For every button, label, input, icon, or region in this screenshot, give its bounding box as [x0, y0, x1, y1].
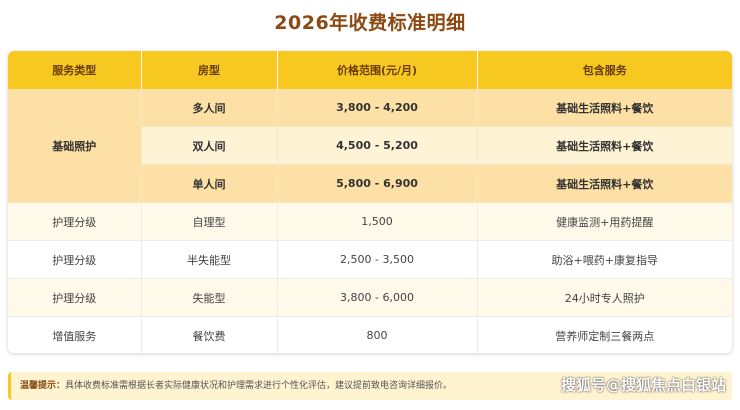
service-cell: 健康监测+用药提醒	[477, 202, 732, 241]
watermark: 搜狐号@搜狐焦点白银站	[560, 376, 726, 394]
type-cell: 增值服务	[8, 316, 142, 353]
service-cell: 基础生活照料+餐饮	[477, 126, 732, 165]
header-service-type: 服务类型	[8, 51, 142, 89]
type-cell: 护理分级	[8, 240, 142, 279]
table-row: 双人间 4,500 - 5,200 基础生活照料+餐饮	[8, 126, 732, 165]
header-price-range: 价格范围(元/月)	[277, 51, 478, 89]
service-cell: 24小时专人照护	[477, 278, 732, 317]
type-cell: 护理分级	[8, 202, 142, 241]
service-cell: 营养师定制三餐两点	[477, 316, 732, 353]
table-row: 护理分级 自理型 1,500 健康监测+用药提醒	[8, 202, 732, 241]
price-cell: 4,500 - 5,200	[277, 126, 478, 165]
tip-label: 温馨提示：	[20, 381, 66, 391]
table-row: 增值服务 餐饮费 800 营养师定制三餐两点	[8, 316, 732, 353]
table-header-row: 服务类型 房型 价格范围(元/月) 包含服务	[8, 51, 732, 89]
price-cell: 3,800 - 4,200	[277, 89, 478, 127]
tip-note: 温馨提示：具体收费标准需根据长者实际健康状况和护理需求进行个性化评估，建议提前致…	[8, 372, 732, 400]
price-cell: 2,500 - 3,500	[277, 240, 478, 279]
header-included-services: 包含服务	[477, 51, 732, 89]
price-cell: 3,800 - 6,000	[277, 278, 478, 317]
table-row: 护理分级 失能型 3,800 - 6,000 24小时专人照护	[8, 278, 732, 317]
tip-text: 具体收费标准需根据长者实际健康状况和护理需求进行个性化评估，建议提前致电咨询详细…	[65, 381, 453, 391]
page-title: 2026年收费标准明细	[274, 12, 466, 34]
price-cell: 1,500	[277, 202, 478, 241]
room-cell: 失能型	[141, 278, 278, 317]
table-row: 单人间 5,800 - 6,900 基础生活照料+餐饮	[8, 164, 732, 203]
room-cell: 半失能型	[141, 240, 278, 279]
group-label-basic-care: 基础照护	[8, 89, 142, 203]
room-cell: 双人间	[141, 126, 278, 165]
service-cell: 基础生活照料+餐饮	[477, 164, 732, 203]
type-cell: 护理分级	[8, 278, 142, 317]
room-cell: 单人间	[141, 164, 278, 203]
header-room-type: 房型	[141, 51, 278, 89]
price-cell: 800	[277, 316, 478, 353]
fee-table: 服务类型 房型 价格范围(元/月) 包含服务 基础照护 多人间 3,800 - …	[8, 51, 732, 353]
room-cell: 多人间	[141, 89, 278, 127]
table-row: 基础照护 多人间 3,800 - 4,200 基础生活照料+餐饮	[8, 89, 732, 203]
price-cell: 5,800 - 6,900	[277, 164, 478, 203]
fee-table-card: 服务类型 房型 价格范围(元/月) 包含服务 基础照护 多人间 3,800 - …	[8, 51, 732, 353]
room-cell: 自理型	[141, 202, 278, 241]
service-cell: 助浴+喂药+康复指导	[477, 240, 732, 279]
table-row: 护理分级 半失能型 2,500 - 3,500 助浴+喂药+康复指导	[8, 240, 732, 279]
service-cell: 基础生活照料+餐饮	[477, 89, 732, 127]
room-cell: 餐饮费	[141, 316, 278, 353]
